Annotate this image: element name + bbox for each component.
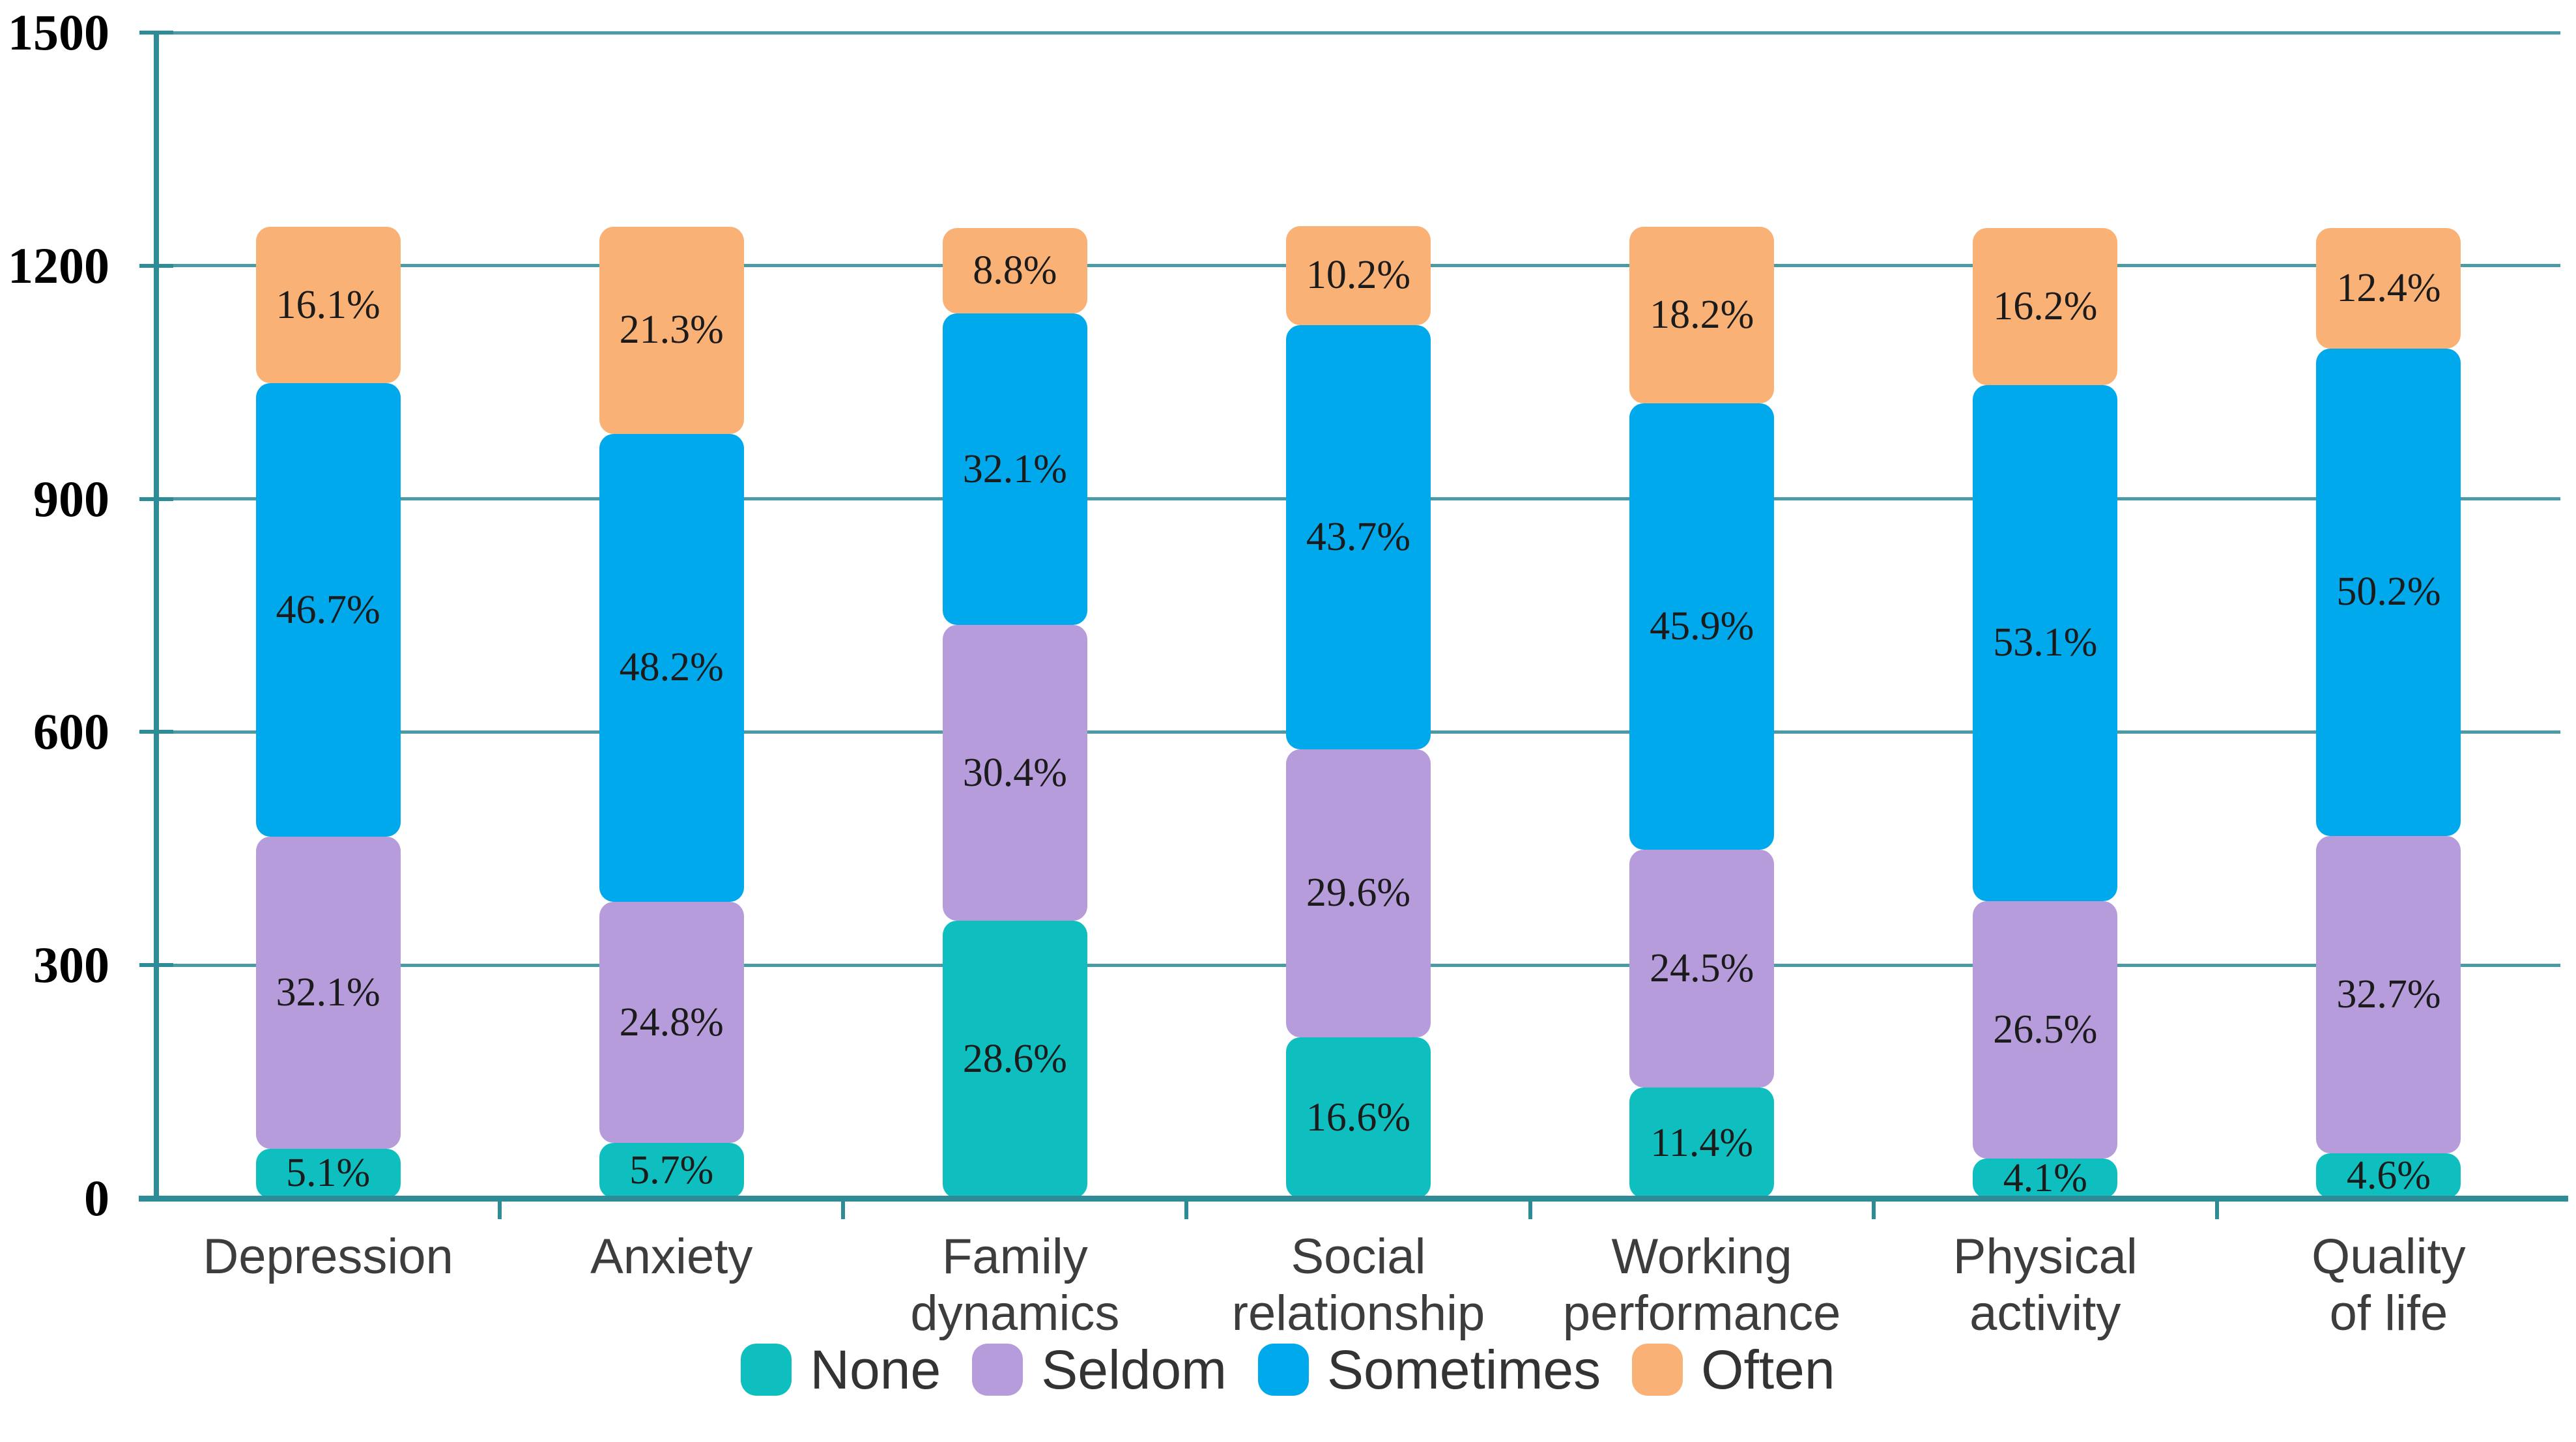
legend-item-sometimes: Sometimes	[1258, 1338, 1601, 1402]
bar-segment-none: 5.1%	[255, 1148, 401, 1198]
category-label: Depression	[203, 1229, 453, 1284]
x-axis-line	[139, 1196, 2568, 1202]
y-axis-tick-label: 1500	[8, 4, 109, 61]
segment-value-label: 21.3%	[619, 308, 724, 353]
segment-value-label: 28.6%	[962, 1037, 1067, 1082]
y-axis-tick-label: 1200	[8, 237, 109, 294]
bar-segment-none: 4.6%	[2316, 1153, 2461, 1198]
legend-label: Seldom	[1041, 1338, 1227, 1400]
x-axis-tick	[841, 1198, 846, 1219]
segment-value-label: 26.5%	[1993, 1007, 2098, 1052]
x-axis-tick	[1871, 1198, 1876, 1219]
category-label: Quality of life	[2311, 1229, 2466, 1342]
bar-segment-often: 16.1%	[255, 227, 401, 384]
segment-value-label: 16.6%	[1306, 1095, 1411, 1140]
bar-segment-sometimes: 43.7%	[1286, 324, 1431, 750]
segment-value-label: 5.1%	[285, 1151, 371, 1196]
segment-value-label: 46.7%	[276, 587, 380, 632]
category-label: Physical activity	[1953, 1229, 2138, 1342]
bar-segment-seldom: 30.4%	[942, 625, 1087, 921]
segment-value-label: 11.4%	[1650, 1120, 1754, 1165]
segment-value-label: 32.1%	[276, 970, 380, 1015]
bar-segment-none: 16.6%	[1286, 1037, 1431, 1198]
bar-segment-seldom: 24.5%	[1629, 849, 1775, 1088]
bar-segment-often: 10.2%	[1286, 225, 1431, 325]
segment-value-label: 45.9%	[1650, 604, 1754, 649]
bar-segment-none: 11.4%	[1629, 1088, 1775, 1198]
segment-value-label: 30.4%	[962, 750, 1067, 795]
segment-value-label: 29.6%	[1306, 871, 1411, 916]
segment-value-label: 32.7%	[2336, 972, 2441, 1017]
segment-value-label: 18.2%	[1650, 293, 1754, 338]
category-label: Family dynamics	[910, 1229, 1120, 1342]
bar-segment-sometimes: 53.1%	[1973, 385, 2118, 901]
bar-segment-often: 21.3%	[599, 227, 744, 434]
legend-swatch	[1258, 1344, 1309, 1396]
legend-label: Often	[1701, 1338, 1835, 1400]
segment-value-label: 32.1%	[962, 446, 1067, 491]
segment-value-label: 50.2%	[2336, 570, 2441, 614]
segment-value-label: 4.1%	[2003, 1155, 2087, 1200]
legend-item-none: None	[741, 1338, 941, 1402]
legend-swatch	[972, 1344, 1023, 1396]
bar-segment-sometimes: 48.2%	[599, 433, 744, 902]
bar-segment-seldom: 32.1%	[255, 837, 401, 1149]
bar-segment-none: 4.1%	[1973, 1156, 2118, 1200]
legend-item-often: Often	[1632, 1338, 1835, 1402]
y-axis-tick-label: 0	[84, 1170, 109, 1226]
category-label: Social relationship	[1231, 1229, 1485, 1342]
bar-segment-often: 18.2%	[1629, 227, 1775, 404]
bar-segment-sometimes: 50.2%	[2316, 348, 2461, 836]
segment-value-label: 12.4%	[2336, 265, 2441, 310]
x-axis-tick	[498, 1198, 502, 1219]
bar-segment-seldom: 32.7%	[2316, 835, 2461, 1154]
legend-label: None	[810, 1338, 941, 1400]
bar-segment-sometimes: 32.1%	[942, 313, 1087, 626]
bar-segment-often: 12.4%	[2316, 227, 2461, 349]
segment-value-label: 43.7%	[1306, 514, 1411, 559]
bar-segment-seldom: 26.5%	[1973, 901, 2118, 1159]
x-axis-tick	[1528, 1198, 1532, 1219]
bar-segment-none: 28.6%	[942, 920, 1087, 1198]
bar-segment-often: 8.8%	[942, 227, 1087, 313]
bar-segment-seldom: 29.6%	[1286, 749, 1431, 1037]
bar-segment-seldom: 24.8%	[599, 902, 744, 1143]
legend-swatch	[741, 1344, 792, 1396]
category-label: Working performance	[1562, 1229, 1841, 1342]
segment-value-label: 53.1%	[1993, 620, 2098, 665]
y-axis-tick-label: 300	[33, 936, 109, 994]
segment-value-label: 16.1%	[276, 282, 380, 327]
category-label: Anxiety	[590, 1229, 753, 1284]
y-axis-tick-label: 600	[33, 703, 109, 760]
segment-value-label: 16.2%	[1993, 283, 2098, 328]
segment-value-label: 4.6%	[2346, 1153, 2431, 1198]
segment-value-label: 24.5%	[1650, 945, 1754, 990]
segment-value-label: 10.2%	[1306, 253, 1411, 298]
bar-segment-sometimes: 45.9%	[1629, 403, 1775, 850]
y-axis-tick-label: 900	[33, 470, 109, 527]
legend-item-seldom: Seldom	[972, 1338, 1227, 1402]
segment-value-label: 48.2%	[619, 645, 724, 690]
bar-segment-often: 16.2%	[1973, 227, 2118, 386]
x-axis-tick	[2214, 1198, 2219, 1219]
y-axis-line	[154, 33, 159, 1201]
x-axis-tick	[1184, 1198, 1189, 1219]
legend-label: Sometimes	[1327, 1338, 1601, 1400]
gridline	[156, 31, 2560, 35]
segment-value-label: 24.8%	[619, 1000, 724, 1045]
segment-value-label: 8.8%	[973, 248, 1057, 293]
bar-segment-sometimes: 46.7%	[255, 383, 401, 837]
bar-segment-none: 5.7%	[599, 1143, 744, 1198]
legend: None Seldom Sometimes Often	[0, 1331, 2576, 1409]
segment-value-label: 5.7%	[629, 1148, 714, 1192]
legend-swatch	[1632, 1344, 1683, 1396]
